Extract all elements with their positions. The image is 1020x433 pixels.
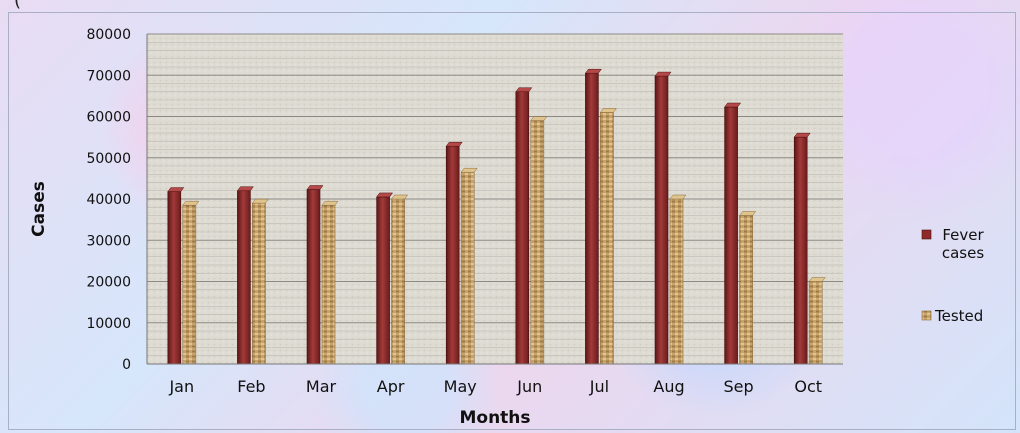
x-tick-label: Jun [516,377,542,396]
bar-cap [739,211,757,216]
bar-body [460,171,475,365]
bar-body [376,196,390,365]
legend-swatch [921,229,932,240]
tested-bar [599,108,617,365]
bar-cap [793,132,811,138]
bar-chart: 0 10000 20000 30000 40000 50000 60000 70000 8000… [29,27,984,428]
top-text: ( [14,0,23,11]
fever-cases-bar [654,71,672,365]
x-tick-label: Oct [794,377,822,396]
bar-cap [251,198,269,204]
y-tick-label: 50000 [86,151,131,167]
bar-cap [391,194,409,200]
legend-item-tested: Tested [921,307,983,325]
bar-body [445,145,460,365]
bar-body [252,202,266,365]
y-tick-label: 0 [122,357,131,373]
bar-body [724,106,738,365]
bar-cap [321,200,339,206]
bar-body [585,72,599,365]
bar-body [654,75,669,365]
x-tick-label: Jul [589,377,609,396]
bar-body [669,198,684,365]
x-axis-title: Months [459,408,530,428]
x-tick-label: Jan [168,377,194,396]
bar-cap [236,186,254,191]
bar-cap [584,68,602,74]
y-tick-label: 70000 [86,68,131,84]
bar-body [167,191,182,365]
bar-cap [445,141,463,147]
bar-body [739,215,753,365]
bar-cap [460,167,478,173]
y-tick-label: 20000 [86,275,131,291]
legend-label: Fever [942,226,984,244]
x-tick-label: Aug [653,377,684,396]
x-tick-label: Sep [724,377,754,396]
bar-cap [724,102,742,108]
tested-bar [530,116,548,365]
y-tick-label: 60000 [86,110,131,126]
bar-body [237,190,251,365]
bar-cap [167,187,185,192]
bar-cap [599,108,617,113]
fever-cases-bar [584,68,602,365]
fever-cases-bar [306,185,324,365]
legend-label: cases [942,244,984,262]
bar-cap [808,277,826,282]
x-tick-label: Apr [377,377,405,396]
y-tick-label: 40000 [86,192,131,208]
tested-bar [182,200,200,365]
bar-cap [515,87,533,92]
bar-body [306,189,321,365]
legend-swatch [921,310,932,321]
bar-body [530,120,545,365]
bar-cap [376,192,394,198]
y-tick-label: 80000 [86,27,131,43]
bar-body [808,281,823,365]
bar-body [182,204,197,365]
bar-body [600,112,614,365]
bar-body [391,198,405,365]
x-tick-label: Mar [306,377,337,396]
y-tick-label: 10000 [86,316,131,332]
legend-label: Tested [934,307,983,325]
bar-cap [182,200,200,206]
x-tick-label: May [444,377,477,396]
bar-body [515,91,530,365]
x-tick-label: Feb [237,377,265,396]
chart-frame: 0 10000 20000 30000 40000 50000 60000 70000 8000… [8,12,1016,430]
bar-body [793,136,808,365]
bar-cap [530,116,548,121]
bar-cap [669,194,687,200]
y-axis-title: Cases [29,181,49,237]
bar-cap [654,71,672,77]
bar-body [321,204,336,365]
bar-cap [306,185,324,190]
y-tick-label: 30000 [86,233,131,249]
